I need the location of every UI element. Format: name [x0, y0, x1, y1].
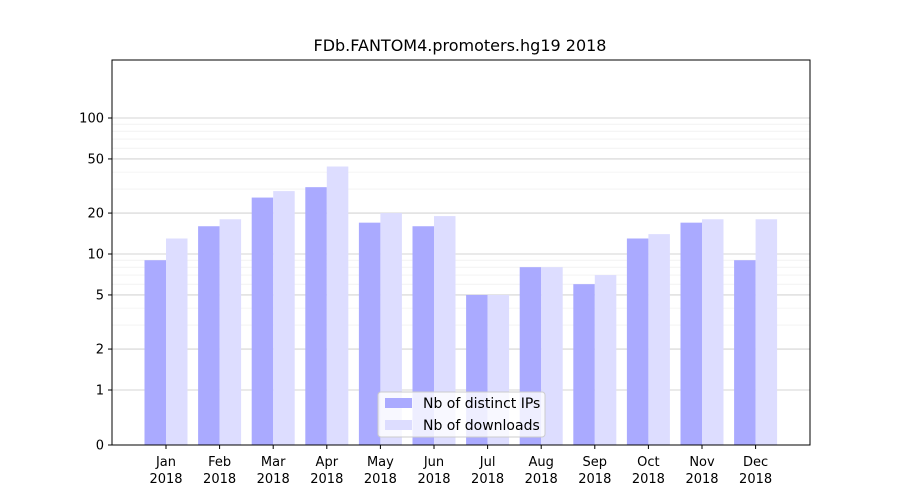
bar-downloads-jun: [434, 216, 456, 445]
y-tick-label: 1: [96, 384, 104, 399]
bar-downloads-sep: [594, 275, 617, 445]
x-tick-label-year: 2018: [203, 472, 236, 487]
y-tick-label: 5: [96, 288, 104, 303]
bar-downloads-dec: [755, 219, 778, 445]
bar-distinct-ips-may: [358, 222, 381, 445]
x-tick-label-year: 2018: [685, 472, 718, 487]
x-tick-label-month: Sep: [583, 455, 608, 470]
bar-downloads-aug: [541, 267, 563, 445]
bar-downloads-feb: [219, 219, 242, 445]
y-tick-label: 0: [96, 439, 104, 454]
y-tick-label: 100: [79, 112, 104, 127]
bars: [144, 166, 778, 446]
y-tick-label: 50: [87, 152, 104, 167]
bar-downloads-apr: [326, 166, 349, 446]
legend-label-downloads: Nb of downloads: [423, 418, 540, 434]
x-tick-label-year: 2018: [525, 472, 558, 487]
x-tick-label-month: Apr: [316, 455, 339, 470]
x-tick-label-year: 2018: [149, 472, 182, 487]
x-axis: Jan 2018 Feb 2018 Mar 2018 Apr 2018 May 2018 Jun 20…: [149, 445, 772, 487]
y-tick-label: 20: [87, 207, 104, 222]
x-tick-label-month: Dec: [743, 455, 768, 470]
chart-title: FDb.FANTOM4.promoters.hg19 2018: [314, 36, 607, 55]
x-tick-label-year: 2018: [578, 472, 611, 487]
bar-distinct-ips-jan: [144, 260, 166, 445]
bar-distinct-ips-dec: [734, 260, 756, 445]
legend: Nb of distinct IPs Nb of downloads: [377, 391, 546, 438]
x-tick-label-month: Aug: [529, 455, 554, 470]
bar-distinct-ips-oct: [626, 238, 649, 445]
x-tick-label-month: Oct: [637, 455, 659, 470]
x-tick-label-year: 2018: [417, 472, 450, 487]
x-tick-label-year: 2018: [310, 472, 343, 487]
bar-downloads-jan: [166, 238, 188, 445]
x-tick-label-year: 2018: [632, 472, 665, 487]
x-tick-label-year: 2018: [257, 472, 290, 487]
plot-frame: [111, 59, 811, 446]
legend-label-distinct-ips: Nb of distinct IPs: [423, 396, 540, 412]
x-tick-label-month: Jan: [155, 455, 176, 470]
y-axis: 0 1 2 5 10 20 50 100: [79, 112, 112, 454]
x-tick-label-month: Jun: [423, 455, 444, 470]
bar-distinct-ips-apr: [305, 187, 327, 445]
bar-distinct-ips-sep: [573, 284, 595, 445]
x-tick-label-month: Jul: [479, 455, 496, 470]
bar-distinct-ips-mar: [251, 197, 274, 445]
bar-downloads-mar: [273, 191, 295, 445]
bar-distinct-ips-nov: [680, 222, 702, 445]
y-tick-label: 10: [87, 248, 104, 263]
x-tick-label-year: 2018: [364, 472, 397, 487]
x-tick-label-month: Feb: [208, 455, 231, 470]
x-tick-label-year: 2018: [471, 472, 504, 487]
bar-downloads-oct: [648, 234, 670, 445]
x-tick-label-month: Mar: [261, 455, 286, 470]
x-tick-label-year: 2018: [739, 472, 772, 487]
legend-swatch-downloads: [385, 420, 412, 430]
bar-downloads-nov: [702, 219, 724, 445]
legend-box: [377, 391, 546, 438]
bar-distinct-ips-feb: [198, 226, 220, 445]
y-tick-label: 2: [96, 343, 104, 358]
legend-swatch-distinct-ips: [385, 398, 412, 408]
bar-downloads-may: [380, 213, 402, 445]
x-tick-label-month: Nov: [689, 455, 715, 470]
x-tick-label-month: May: [367, 455, 394, 470]
bar-distinct-ips-jun: [412, 226, 434, 445]
